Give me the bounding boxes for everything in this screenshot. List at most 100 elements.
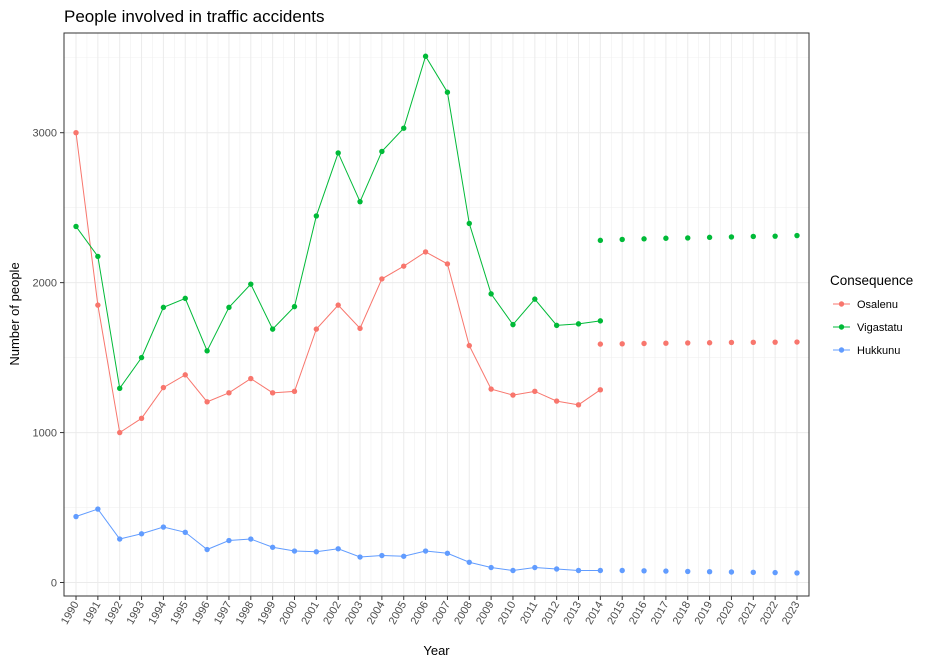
data-point-vigastatu bbox=[160, 304, 167, 311]
forecast-point-vigastatu bbox=[663, 235, 669, 241]
x-tick-label: 2014 bbox=[583, 600, 606, 627]
x-tick-label: 1998 bbox=[234, 600, 257, 627]
x-axis-ticks: 1990 1991 1992 1993 1994 1995 1996 1997 1998 1999… bbox=[59, 596, 803, 627]
series-layer bbox=[73, 53, 800, 576]
data-point-hukkunu bbox=[401, 553, 407, 559]
forecast-point-hukkunu bbox=[641, 568, 647, 574]
x-tick-label: 2018 bbox=[671, 600, 694, 627]
forecast-point-osalenu bbox=[794, 339, 800, 345]
x-tick-label: 1993 bbox=[125, 600, 148, 627]
data-point-hukkunu bbox=[73, 513, 79, 520]
data-point-hukkunu bbox=[553, 566, 560, 572]
data-point-vigastatu bbox=[553, 322, 560, 329]
data-point-hukkunu bbox=[532, 564, 538, 571]
data-point-hukkunu bbox=[488, 564, 494, 571]
y-tick-label: 0 bbox=[51, 578, 57, 590]
x-tick-label: 1996 bbox=[190, 600, 213, 627]
data-point-osalenu bbox=[291, 388, 298, 395]
x-tick-label: 2006 bbox=[409, 600, 432, 627]
data-point-vigastatu bbox=[95, 253, 101, 260]
y-axis-ticks: 0 1000 2000 3000 bbox=[33, 128, 64, 590]
forecast-point-vigastatu bbox=[597, 237, 604, 244]
data-point-vigastatu bbox=[138, 354, 145, 361]
legend-item-osalenu: Osalenu bbox=[833, 299, 898, 311]
forecast-point-vigastatu bbox=[685, 235, 691, 241]
x-tick-label: 1991 bbox=[81, 600, 104, 627]
data-point-osalenu bbox=[379, 276, 385, 282]
data-point-osalenu bbox=[510, 392, 516, 398]
legend-label-vigastatu: Vigastatu bbox=[857, 322, 903, 334]
data-point-osalenu bbox=[401, 263, 407, 269]
x-tick-label: 1992 bbox=[103, 600, 126, 627]
data-point-hukkunu bbox=[357, 554, 363, 560]
forecast-point-vigastatu bbox=[728, 234, 735, 240]
series-vigastatu bbox=[73, 53, 800, 392]
data-point-osalenu bbox=[226, 390, 232, 396]
legend-label-osalenu: Osalenu bbox=[857, 299, 898, 311]
data-point-osalenu bbox=[313, 326, 320, 332]
x-tick-label: 2016 bbox=[627, 600, 650, 627]
data-point-vigastatu bbox=[401, 125, 407, 131]
forecast-point-vigastatu bbox=[750, 233, 756, 240]
forecast-point-vigastatu bbox=[619, 236, 625, 243]
forecast-point-hukkunu bbox=[706, 569, 713, 575]
forecast-point-osalenu bbox=[772, 339, 778, 345]
x-tick-label: 2021 bbox=[736, 600, 759, 627]
data-point-osalenu bbox=[488, 386, 494, 392]
y-tick-label: 2000 bbox=[33, 278, 57, 290]
x-tick-label: 2010 bbox=[496, 600, 519, 627]
legend-key-point bbox=[838, 347, 845, 353]
data-point-vigastatu bbox=[182, 295, 188, 302]
data-point-osalenu bbox=[73, 130, 79, 136]
data-point-vigastatu bbox=[510, 321, 516, 328]
series-hukkunu bbox=[73, 506, 800, 576]
forecast-point-vigastatu bbox=[641, 236, 647, 242]
data-point-osalenu bbox=[95, 302, 101, 308]
data-point-vigastatu bbox=[488, 291, 494, 297]
forecast-point-osalenu bbox=[685, 340, 691, 346]
x-tick-label: 2001 bbox=[299, 600, 322, 627]
forecast-point-hukkunu bbox=[663, 568, 669, 574]
data-point-vigastatu bbox=[532, 296, 538, 302]
data-point-vigastatu bbox=[248, 281, 254, 287]
forecast-point-hukkunu bbox=[772, 569, 778, 576]
data-point-vigastatu bbox=[335, 150, 341, 156]
forecast-point-osalenu bbox=[641, 340, 647, 347]
data-point-vigastatu bbox=[466, 220, 472, 227]
x-tick-label: 1990 bbox=[59, 600, 82, 627]
data-point-osalenu bbox=[160, 384, 167, 391]
x-tick-label: 2008 bbox=[452, 600, 475, 627]
data-point-hukkunu bbox=[422, 548, 429, 554]
x-tick-label: 2012 bbox=[540, 600, 563, 627]
x-tick-label: 1997 bbox=[212, 600, 235, 627]
forecast-point-hukkunu bbox=[750, 569, 756, 576]
data-point-osalenu bbox=[444, 261, 451, 267]
x-tick-label: 1995 bbox=[168, 600, 191, 627]
data-point-hukkunu bbox=[182, 529, 188, 535]
legend-item-hukkunu: Hukkunu bbox=[833, 345, 900, 357]
legend-item-vigastatu: Vigastatu bbox=[833, 322, 903, 334]
x-tick-label: 2017 bbox=[649, 600, 672, 627]
forecast-point-osalenu bbox=[597, 341, 604, 347]
data-point-osalenu bbox=[597, 387, 604, 393]
data-point-osalenu bbox=[422, 249, 429, 255]
forecast-point-hukkunu bbox=[685, 568, 691, 575]
series-osalenu bbox=[73, 130, 800, 436]
data-point-osalenu bbox=[532, 388, 538, 395]
x-tick-label: 2023 bbox=[780, 600, 803, 627]
forecast-point-vigastatu bbox=[706, 234, 713, 241]
data-point-hukkunu bbox=[160, 524, 167, 530]
data-point-hukkunu bbox=[575, 567, 582, 574]
x-tick-label: 1994 bbox=[146, 600, 169, 627]
x-tick-label: 1999 bbox=[256, 600, 279, 627]
forecast-point-osalenu bbox=[663, 340, 669, 346]
y-axis-title: Number of people bbox=[7, 262, 22, 365]
x-tick-label: 2007 bbox=[430, 600, 453, 627]
x-tick-label: 2000 bbox=[277, 600, 300, 627]
y-tick-label: 1000 bbox=[33, 428, 57, 440]
data-point-hukkunu bbox=[138, 531, 145, 537]
x-tick-label: 2019 bbox=[693, 600, 716, 627]
grid bbox=[64, 33, 809, 596]
data-point-vigastatu bbox=[422, 53, 429, 59]
x-tick-label: 2020 bbox=[714, 600, 737, 627]
